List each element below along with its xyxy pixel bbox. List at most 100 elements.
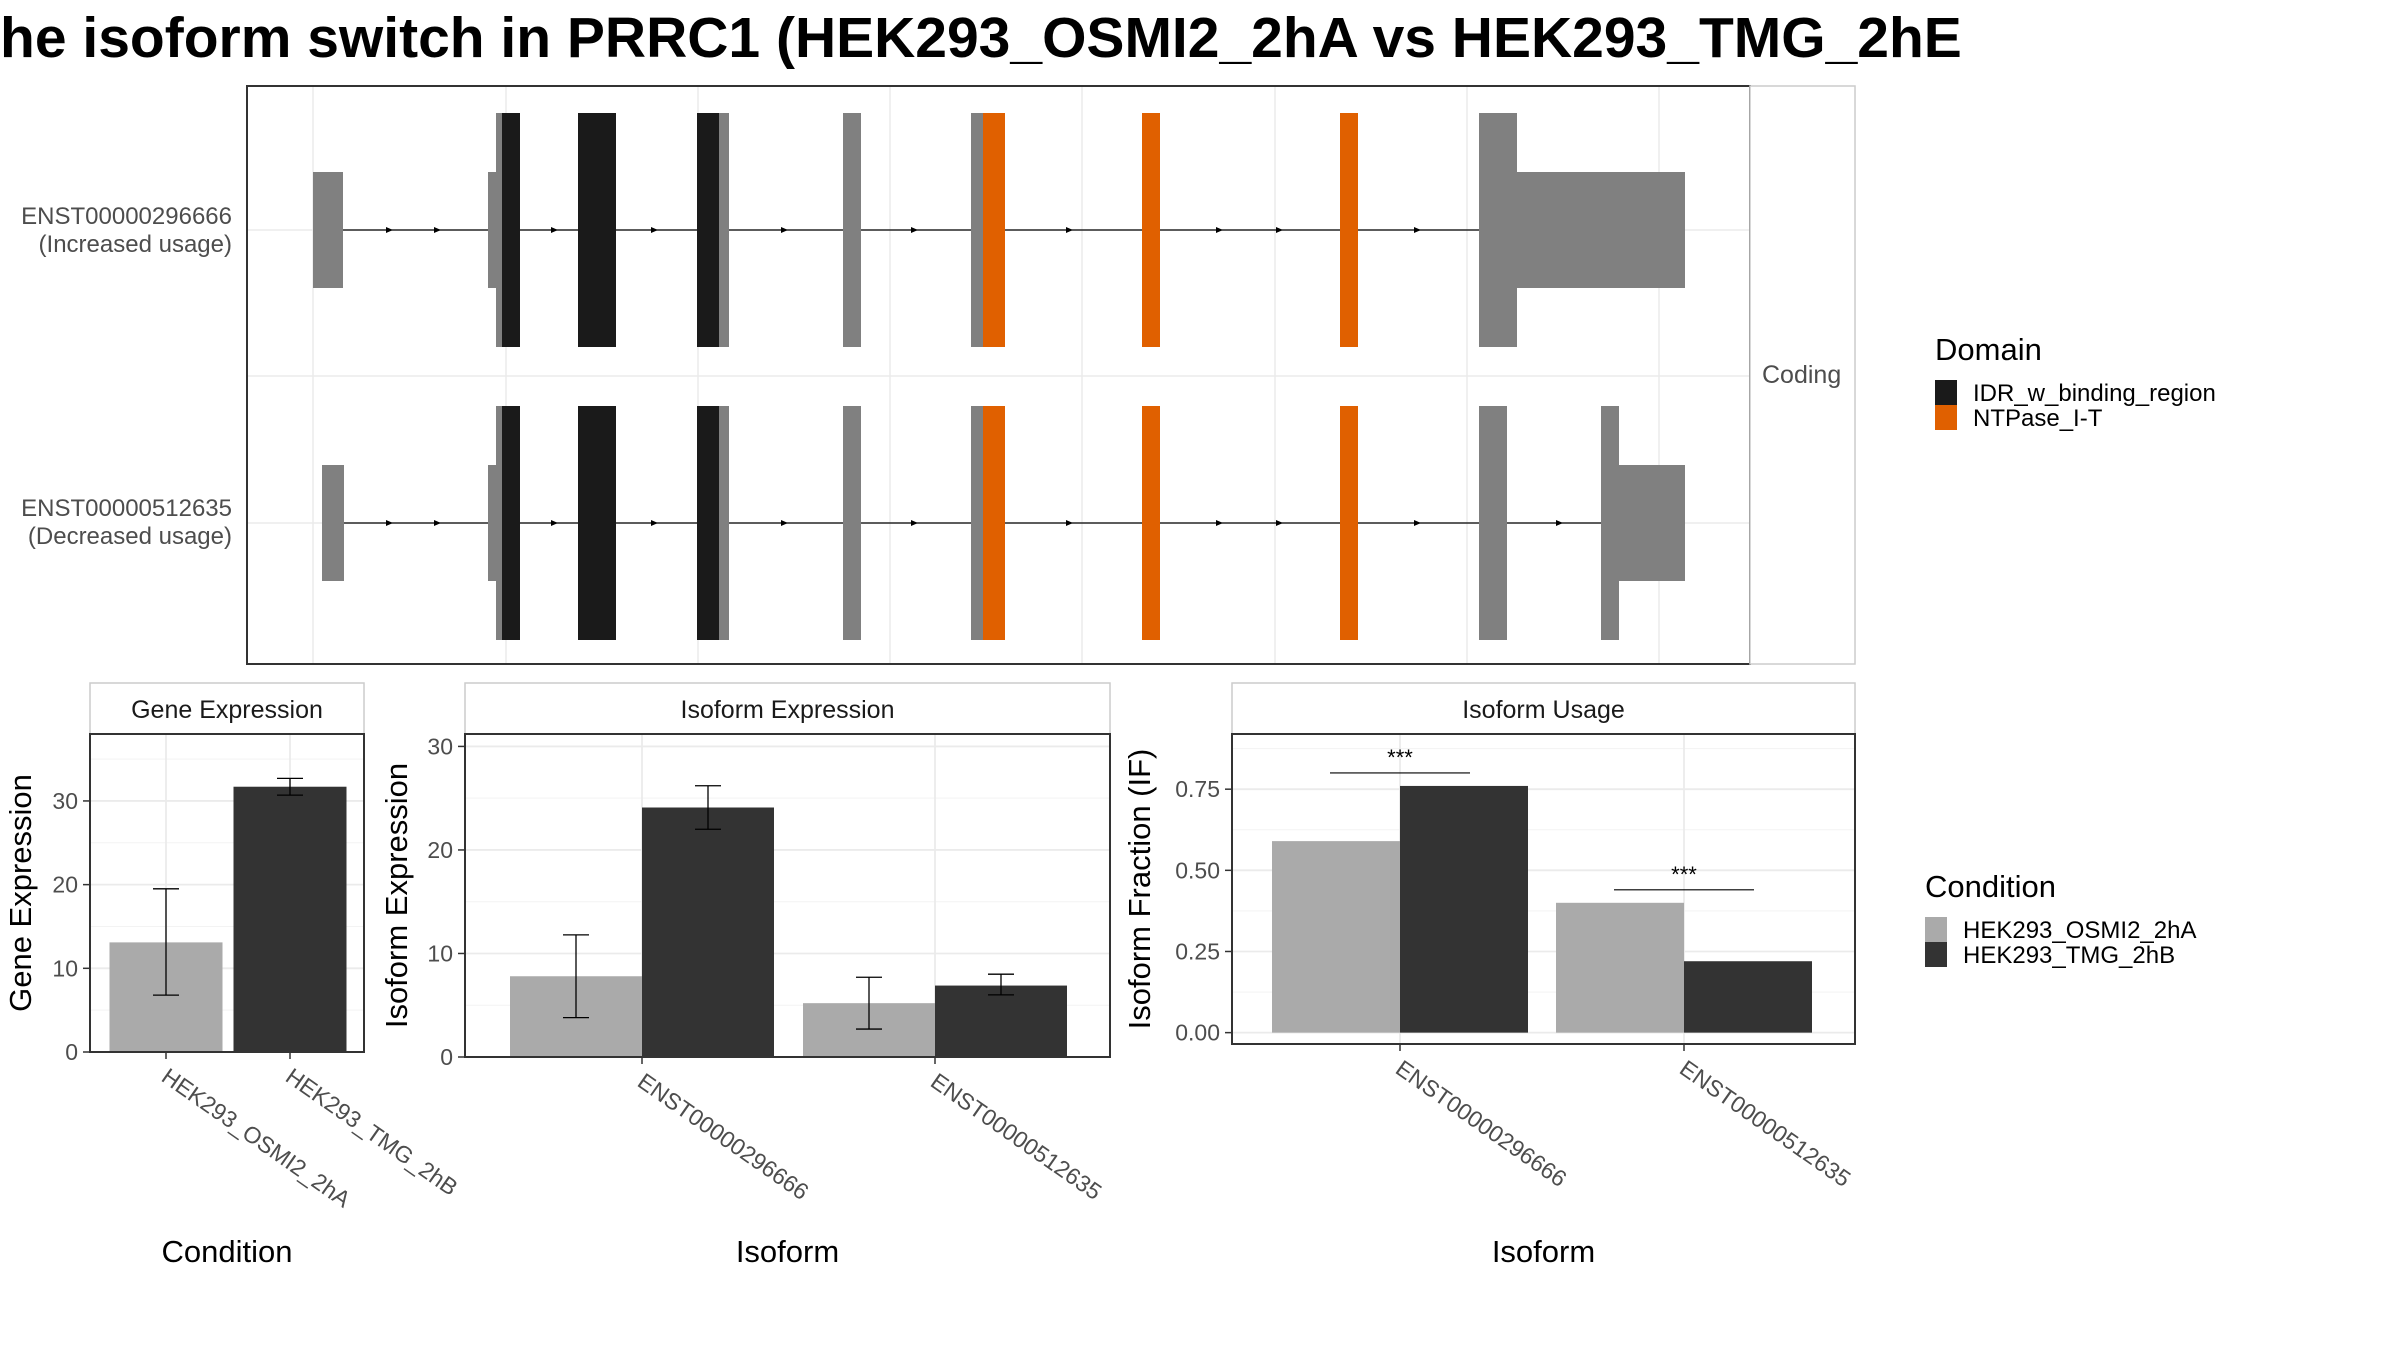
y-tick-label: 10 <box>427 940 453 966</box>
ntpase-domain-exon <box>1142 113 1160 347</box>
bar-ENST00000296666-HEK293_TMG_2hB <box>642 807 774 1057</box>
chart-title: Isoform Usage <box>1462 696 1625 724</box>
transcript-row-1 <box>313 113 1685 347</box>
utr-exon-3prime <box>1617 465 1685 581</box>
chart-frame <box>89 733 365 1053</box>
bar-ENST00000296666-HEK293_TMG_2hB <box>1400 785 1528 1033</box>
domain-swatch-idr <box>1935 380 1957 405</box>
significance-label: *** <box>1387 745 1413 770</box>
ntpase-domain-exon <box>983 406 1005 640</box>
y-tick-label: 0.25 <box>1175 938 1220 964</box>
coding-exon <box>1479 113 1517 347</box>
x-tick-label: ENST00000296666 <box>633 1068 813 1205</box>
y-tick-label: 0.75 <box>1175 776 1220 802</box>
ntpase-domain-exon <box>1340 406 1358 640</box>
intron-arrow <box>781 227 788 233</box>
y-tick-label: 30 <box>52 788 78 814</box>
idr-domain-exon <box>697 113 719 347</box>
x-axis-title: Condition <box>162 1234 293 1269</box>
x-axis-title: Isoform <box>736 1234 839 1269</box>
chart-strip <box>89 682 365 735</box>
chart-strip <box>464 682 1111 735</box>
y-axis-title: Gene Expression <box>3 774 38 1012</box>
chart-title: Gene Expression <box>131 696 323 724</box>
utr-exon <box>488 172 498 288</box>
bar-HEK293_TMG_2hB <box>233 786 347 1052</box>
y-tick-label: 20 <box>427 837 453 863</box>
chart-strip <box>1231 682 1856 735</box>
intron-arrow <box>651 520 658 526</box>
transcript-rows <box>313 113 1685 640</box>
bar-ENST00000512635-HEK293_OSMI2_2hA <box>1556 902 1684 1033</box>
facet-label: Coding <box>1762 361 1841 389</box>
utr-exon-3prime <box>1515 172 1685 288</box>
utr-exon <box>313 172 343 288</box>
transcript-row-2 <box>322 406 1685 640</box>
y-tick-label: 20 <box>52 872 78 898</box>
condition-legend: Condition HEK293_OSMI2_2hA HEK293_TMG_2h… <box>1925 869 2196 969</box>
transcript-1-id: ENST00000296666 <box>21 203 232 230</box>
y-tick-label: 10 <box>52 955 78 981</box>
domain-legend-title: Domain <box>1935 332 2042 367</box>
idr-domain-exon <box>578 113 616 347</box>
figure-title: he isoform switch in PRRC1 (HEK293_OSMI2… <box>0 6 1962 70</box>
condition-legend-title: Condition <box>1925 869 2056 904</box>
significance-label: *** <box>1671 862 1697 887</box>
bar-ENST00000512635-HEK293_TMG_2hB <box>935 985 1067 1057</box>
chart-title: Isoform Expression <box>681 696 895 724</box>
domain-label-idr: IDR_w_binding_region <box>1973 380 2216 407</box>
transcript-2-status: (Decreased usage) <box>28 523 232 550</box>
coding-exon <box>843 406 861 640</box>
idr-domain-exon <box>502 113 520 347</box>
y-tick-label: 0 <box>440 1044 453 1070</box>
bar-ENST00000512635-HEK293_TMG_2hB <box>1684 961 1812 1033</box>
intron-arrow <box>1414 227 1421 233</box>
intron-arrow <box>651 227 658 233</box>
idr-domain-exon <box>578 406 616 640</box>
intron-arrow <box>386 520 393 526</box>
bar-ENST00000296666-HEK293_OSMI2_2hA <box>1272 841 1400 1033</box>
x-axis-title: Isoform <box>1492 1234 1595 1269</box>
intron-arrow <box>1276 520 1283 526</box>
coding-exon <box>496 113 504 347</box>
idr-domain-exon <box>502 406 520 640</box>
intron-arrow <box>434 520 441 526</box>
y-axis-title: Isoform Fraction (IF) <box>1122 749 1157 1030</box>
facet-strip <box>1749 85 1856 665</box>
domain-swatch-ntpase <box>1935 405 1957 430</box>
x-tick-label: ENST00000512635 <box>1675 1055 1855 1192</box>
chart-isoform-expression: Isoform Expression 0 10 20 30 ENST00000296666… <box>379 682 1111 1269</box>
chart-frame <box>1231 733 1856 1045</box>
intron-arrow <box>386 227 393 233</box>
coding-exon <box>971 113 983 347</box>
domain-label-ntpase: NTPase_I-T <box>1973 405 2103 432</box>
y-tick-label: 0.00 <box>1175 1020 1220 1046</box>
coding-exon <box>1479 406 1507 640</box>
coding-exon <box>719 406 729 640</box>
intron-arrow <box>1556 520 1563 526</box>
intron-arrow <box>1066 520 1073 526</box>
intron-arrow <box>781 520 788 526</box>
transcript-1-status: (Increased usage) <box>39 231 232 258</box>
chart-frame <box>464 733 1111 1058</box>
intron-arrow <box>1414 520 1421 526</box>
x-tick-label: ENST00000296666 <box>1391 1055 1571 1192</box>
transcript-2-id: ENST00000512635 <box>21 495 232 522</box>
intron-arrow <box>1276 227 1283 233</box>
coding-exon <box>719 113 729 347</box>
condition-swatch-b <box>1925 942 1947 967</box>
y-tick-label: 0 <box>65 1039 78 1065</box>
idr-domain-exon <box>697 406 719 640</box>
ntpase-domain-exon <box>1142 406 1160 640</box>
condition-label-a: HEK293_OSMI2_2hA <box>1963 917 2196 944</box>
y-axis-title: Isoform Expression <box>379 763 414 1028</box>
utr-exon <box>322 465 344 581</box>
y-tick-label: 30 <box>427 733 453 759</box>
intron-arrow <box>1216 520 1223 526</box>
bar-charts: Gene Expression0102030HEK293_OSMI2_2hAHE… <box>3 682 1856 1269</box>
coding-exon <box>843 113 861 347</box>
intron-arrow <box>551 520 558 526</box>
condition-label-b: HEK293_TMG_2hB <box>1963 942 2175 969</box>
x-tick-label: ENST00000512635 <box>926 1068 1106 1205</box>
